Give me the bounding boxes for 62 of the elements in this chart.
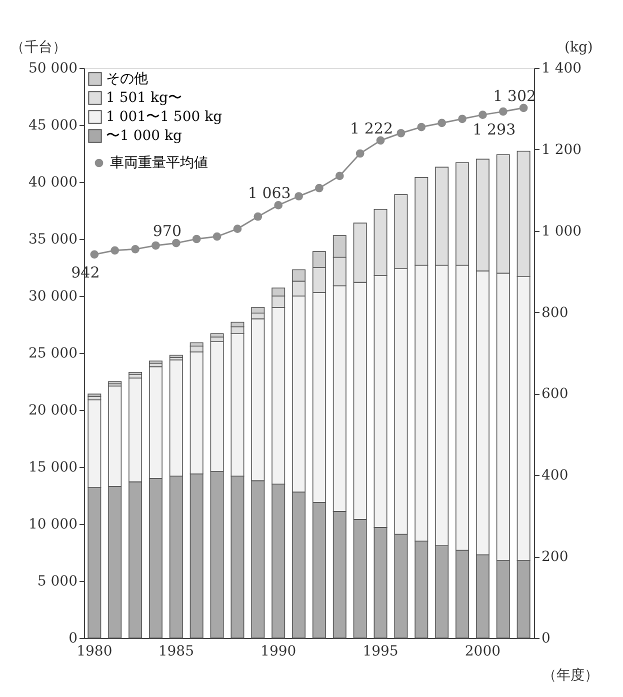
point <box>417 122 426 132</box>
point <box>458 114 466 124</box>
x-tick-label: 1980 <box>76 644 112 660</box>
legend-label: 1 001〜1 500 kg <box>106 109 222 125</box>
y-tick-label: 30 000 <box>28 288 78 304</box>
y-tick-label: 5 000 <box>37 574 78 590</box>
point <box>131 245 140 254</box>
point <box>315 184 324 192</box>
legend-label: 〜1 000 kg <box>106 128 182 144</box>
point <box>519 104 528 112</box>
point <box>498 107 508 116</box>
point <box>294 192 303 200</box>
y-tick-label: 25 000 <box>28 346 78 362</box>
point <box>152 241 160 250</box>
y2-tick-label: 400 <box>542 468 568 484</box>
x-axis-title: （年度） <box>542 668 598 684</box>
point <box>376 136 385 145</box>
bar <box>169 354 183 358</box>
y-tick-label: 45 000 <box>28 118 78 134</box>
data-label: 1 222 <box>350 119 393 138</box>
y2-tick-label: 1 200 <box>542 142 582 158</box>
y-tick-label: 35 000 <box>28 232 78 248</box>
data-label: 1 063 <box>248 184 291 202</box>
point <box>438 118 446 128</box>
y2-tick-label: 1 400 <box>542 60 582 76</box>
y2-tick-label: 1 000 <box>542 223 582 240</box>
bar <box>128 372 142 376</box>
bar <box>88 394 102 397</box>
bar <box>148 360 162 364</box>
data-label: 970 <box>152 222 182 240</box>
y-tick-label: 20 000 <box>28 402 78 418</box>
y-tick-label: 40 000 <box>28 174 78 190</box>
y2-tick-label: 800 <box>542 304 568 321</box>
y-axis-title: （千台） <box>10 40 66 56</box>
point <box>478 110 487 119</box>
x-tick-label: 1990 <box>260 644 296 660</box>
x-tick-label: 1985 <box>158 644 194 660</box>
y-tick-label: 10 000 <box>28 516 78 532</box>
point <box>233 224 242 233</box>
point <box>396 128 406 138</box>
x-tick-label: 1995 <box>362 644 398 660</box>
legend-label: 1 501 kg〜 <box>106 90 182 106</box>
point <box>274 201 283 210</box>
point <box>90 250 99 259</box>
data-label: 1 293 <box>472 120 516 139</box>
point <box>254 212 262 221</box>
legend-label: 車両重量平均値 <box>110 155 208 171</box>
y-tick-label: 15 000 <box>28 460 78 476</box>
point <box>212 232 222 241</box>
y-tick-label: 50 000 <box>28 60 78 76</box>
y-tick-label: 0 <box>68 630 78 646</box>
point <box>172 238 180 248</box>
point <box>192 234 201 244</box>
point <box>335 172 344 180</box>
x-tick-label: 2000 <box>464 644 501 660</box>
y2-tick-label: 600 <box>542 386 568 402</box>
point <box>356 149 364 158</box>
y2-tick-label: 0 <box>542 630 550 646</box>
y2-tick-label: 200 <box>542 549 568 566</box>
legend-label: その他 <box>106 71 148 87</box>
point <box>110 246 120 255</box>
y2-axis-title: (kg) <box>564 40 593 56</box>
